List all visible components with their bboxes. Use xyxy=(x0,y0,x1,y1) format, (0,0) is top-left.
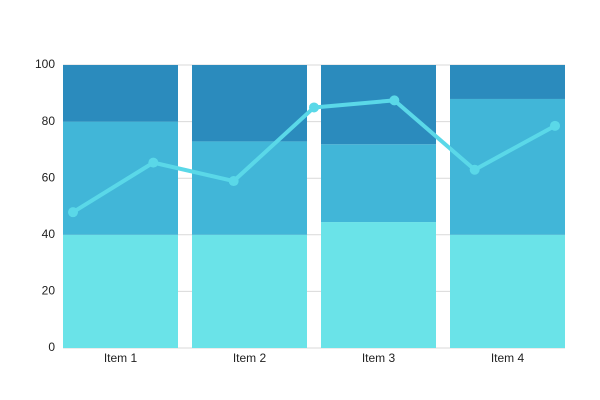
line-point xyxy=(550,120,560,131)
line-point xyxy=(228,176,239,187)
line-point xyxy=(68,207,78,218)
y-tick-label: 80 xyxy=(42,114,56,128)
y-tick-label: 0 xyxy=(48,340,55,354)
x-tick-label: Item 1 xyxy=(104,351,138,365)
y-tick-label: 100 xyxy=(35,57,55,71)
bar-segment xyxy=(192,65,307,142)
bar-segment xyxy=(63,121,178,235)
bar-segment xyxy=(450,234,565,348)
line-point xyxy=(389,95,400,106)
x-tick-label: Item 3 xyxy=(362,351,396,365)
x-tick-label: Item 4 xyxy=(491,351,525,365)
bar-segment xyxy=(192,234,307,348)
bar-segment xyxy=(63,65,178,122)
y-tick-label: 60 xyxy=(42,170,56,184)
line-point xyxy=(148,157,159,168)
bar-segment xyxy=(192,141,307,235)
bar-segment xyxy=(450,65,565,99)
bar-segment xyxy=(63,234,178,348)
x-tick-label: Item 2 xyxy=(233,351,267,365)
y-tick-label: 20 xyxy=(42,284,56,298)
line-point xyxy=(309,102,319,113)
y-tick-label: 40 xyxy=(42,227,56,241)
line-point xyxy=(469,164,480,175)
bar-segment xyxy=(321,222,436,348)
bar-segment xyxy=(321,144,436,223)
bar-segment xyxy=(450,98,565,235)
